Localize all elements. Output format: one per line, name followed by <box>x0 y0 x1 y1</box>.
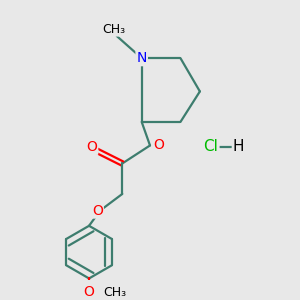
Text: O: O <box>92 204 103 218</box>
Text: O: O <box>84 285 94 299</box>
Text: H: H <box>233 139 244 154</box>
Text: CH₃: CH₃ <box>102 22 125 36</box>
Text: Cl: Cl <box>203 139 218 154</box>
Text: O: O <box>86 140 97 154</box>
Text: O: O <box>153 139 164 152</box>
Text: CH₃: CH₃ <box>103 286 126 299</box>
Text: N: N <box>136 51 147 65</box>
